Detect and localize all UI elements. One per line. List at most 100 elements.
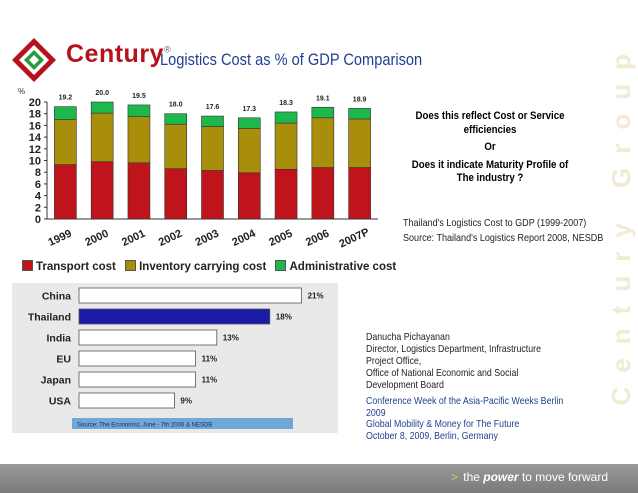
y-tick-label: 2 (35, 202, 41, 214)
bar-segment-transport (90, 161, 114, 220)
y-tick-label: 4 (35, 191, 42, 203)
bar-total-label: 20.0 (95, 90, 109, 97)
x-tick-label: 1999 (46, 228, 73, 249)
country-value-label: 21% (308, 292, 324, 301)
source-banner-text: Source: The Economist, June - 7th 2006 &… (77, 423, 212, 429)
question-line-2: Does it indicate Maturity Profile of The… (411, 158, 569, 185)
legend-swatch-transport (22, 260, 33, 271)
y-tick-label: 16 (29, 120, 41, 132)
bar-segment-transport (201, 170, 224, 220)
presenter-org: Office of National Economic and Social D… (366, 367, 519, 391)
bar-segment-admin (274, 111, 298, 124)
country-bar (78, 287, 303, 304)
x-tick-label: 2007P (337, 226, 371, 250)
country-label: EU (56, 354, 71, 366)
question-text: Does this reflect Cost or Service effici… (411, 110, 569, 186)
bar-segment-inventory (348, 118, 371, 168)
x-tick-label: 2002 (157, 228, 184, 249)
legend-transport: Transport cost (36, 261, 116, 273)
conference-line-2: Global Mobility & Money for The Future (366, 418, 520, 430)
bar-segment-inventory (274, 122, 298, 170)
y-axis-label: % (18, 87, 25, 96)
x-tick-label: 2001 (120, 228, 147, 249)
source-banner (72, 418, 293, 429)
bar-segment-admin (90, 101, 114, 114)
bar-total-label: 18.3 (279, 100, 293, 107)
presenter-role: Director, Logistics Department, Infrastr… (366, 343, 542, 367)
conference-info: Conference Week of the Asia-Pacific Week… (366, 395, 568, 442)
x-tick-label: 2003 (194, 228, 221, 249)
bar-total-label: 19.1 (316, 95, 330, 102)
legend-admin: Administrative cost (289, 261, 397, 273)
presenter-info: Danucha Pichayanan Director, Logistics D… (366, 331, 547, 391)
bar-segment-inventory (201, 126, 224, 171)
y-tick-label: 10 (29, 156, 41, 168)
country-comparison-chart: China 21% Thailand 18% India 13% EU 11% Japan 11%… (28, 287, 324, 429)
country-bar-highlight (78, 308, 271, 325)
footer-tagline: > the power to move forward (450, 470, 608, 484)
bar-segment-admin (164, 113, 188, 125)
y-tick-label: 0 (35, 214, 41, 226)
country-value-label: 9% (180, 397, 192, 406)
caption-title: Thailand's Logistics Cost to GDP (1999-2… (403, 217, 587, 229)
country-value-label: 11% (202, 355, 218, 364)
bar-segment-admin (54, 106, 77, 120)
bar-total-label: 18.9 (353, 96, 367, 103)
bar-segment-admin (237, 117, 261, 129)
bar-segment-inventory (127, 116, 151, 164)
bar-segment-transport (274, 168, 298, 220)
y-tick-label: 6 (35, 179, 41, 191)
bar-segment-transport (237, 172, 261, 220)
chevron-right-icon: > (450, 470, 458, 484)
bar-segment-inventory (90, 112, 114, 162)
conference-line-1: Conference Week of the Asia-Pacific Week… (366, 395, 564, 419)
bar-segment-transport (348, 167, 371, 220)
x-tick-label: 2004 (230, 227, 258, 249)
chart-legend: Transport cost Inventory carrying cost A… (20, 260, 396, 273)
y-tick-label: 12 (29, 144, 41, 156)
country-label: Japan (41, 375, 71, 387)
country-label: China (42, 291, 71, 303)
chart-caption: Thailand's Logistics Cost to GDP (1999-2… (403, 216, 603, 246)
bar-segment-inventory (237, 128, 261, 174)
page-title: Logistics Cost as % of GDP Comparison (160, 50, 423, 69)
y-tick-label: 8 (35, 167, 41, 179)
bar-segment-inventory (54, 119, 77, 165)
x-tick-label: 2000 (83, 228, 110, 249)
footer-bar (0, 464, 638, 493)
bar-segment-admin (348, 108, 371, 120)
y-tick-label: 14 (29, 132, 42, 144)
legend-swatch-admin (275, 260, 287, 271)
conference-line-3: October 8, 2009, Berlin, Germany (366, 429, 498, 442)
country-bar (78, 329, 218, 346)
bar-segment-admin (201, 115, 224, 127)
side-brand-watermark: Century Group (606, 40, 636, 406)
country-bar (78, 392, 175, 409)
y-tick-label: 18 (29, 109, 41, 121)
country-label: USA (49, 396, 72, 408)
country-value-label: 11% (202, 376, 218, 385)
bar-segment-inventory (164, 123, 188, 169)
century-logo-icon (12, 38, 56, 82)
bar-segment-transport (311, 167, 335, 220)
caption-source: Source: Thailand's Logistics Report 2008… (403, 232, 604, 244)
legend-swatch-inventory (125, 260, 137, 271)
bar-total-label: 19.2 (59, 95, 73, 102)
country-bar (78, 371, 196, 388)
bar-segment-admin (311, 106, 335, 119)
country-label: India (46, 333, 71, 345)
bar-total-label: 17.6 (206, 104, 220, 111)
bar-segment-transport (164, 168, 188, 220)
bar-segment-transport (54, 164, 77, 220)
brand-name: Century® (66, 40, 172, 68)
bar-segment-admin (127, 104, 151, 117)
y-tick-label: 20 (29, 97, 41, 109)
bar-segment-inventory (311, 117, 335, 168)
bar-total-label: 18.0 (169, 102, 183, 109)
bar-total-label: 17.3 (242, 106, 256, 113)
legend-inventory: Inventory carrying cost (139, 261, 267, 273)
presenter-name: Danucha Pichayanan (366, 331, 450, 343)
x-tick-label: 2005 (267, 228, 294, 249)
question-or: Or (484, 141, 496, 153)
